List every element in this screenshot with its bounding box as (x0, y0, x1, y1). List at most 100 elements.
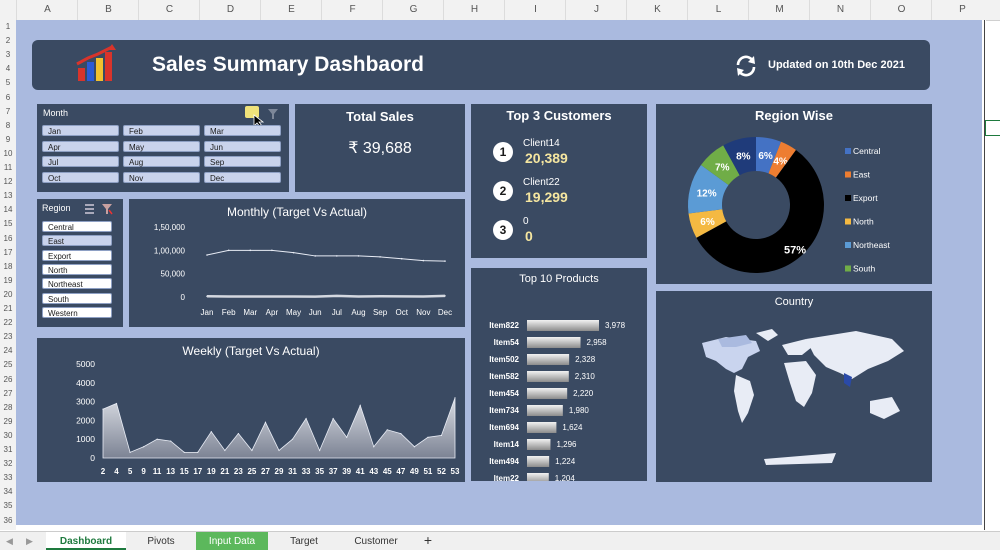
row-header-cell[interactable]: 10 (3, 148, 13, 158)
data-point (357, 255, 360, 257)
sheet-tab[interactable]: Target (290, 536, 318, 547)
column-header-cell[interactable]: C (138, 0, 200, 20)
month-slicer-item[interactable]: Jul (42, 156, 119, 167)
row-header-cell[interactable]: 25 (3, 360, 13, 370)
region-slicer-item[interactable]: Western (42, 306, 112, 318)
sheet-tab[interactable]: Pivots (147, 536, 175, 547)
region-slicer-item[interactable]: Northeast (42, 278, 112, 290)
row-header-cell[interactable]: 1 (5, 22, 11, 31)
multi-select-icon[interactable] (245, 106, 259, 118)
row-header-cell[interactable]: 9 (5, 134, 11, 144)
sheet-tab[interactable]: Dashboard (46, 532, 126, 550)
clear-filter-icon[interactable] (101, 203, 113, 215)
column-header-cell[interactable]: G (382, 0, 444, 20)
sheet-tab[interactable]: Customer (354, 536, 398, 547)
row-header-cell[interactable]: 32 (3, 459, 13, 469)
row-header-cell[interactable]: 30 (3, 430, 13, 440)
row-header-cell[interactable]: 3 (5, 50, 11, 60)
row-header-cell[interactable]: 33 (3, 473, 13, 483)
row-header-cell[interactable]: 35 (3, 501, 13, 511)
column-header-cell[interactable]: I (504, 0, 566, 20)
row-header-cell[interactable]: 34 (3, 487, 13, 497)
data-point (227, 249, 230, 252)
month-slicer-item[interactable]: Dec (204, 171, 281, 183)
row-header-cell[interactable]: 28 (3, 402, 13, 412)
row-header-cell[interactable]: 17 (3, 247, 13, 257)
month-slicer-item[interactable]: May (123, 140, 200, 152)
x-tick-label: 11 (153, 467, 162, 476)
month-slicer-item[interactable]: Aug (123, 156, 200, 167)
month-slicer-item[interactable]: Mar (204, 125, 281, 136)
month-slicer-item[interactable]: Feb (123, 125, 200, 136)
column-header-cell[interactable]: J (565, 0, 627, 20)
region-slicer-item[interactable]: North (42, 263, 112, 275)
row-header-cell[interactable]: 11 (3, 163, 13, 172)
sheet-tab[interactable]: Input Data (196, 532, 268, 550)
row-header-cell[interactable]: 24 (3, 346, 13, 356)
month-slicer-item[interactable]: Jan (42, 125, 119, 136)
region-slicer-item[interactable]: South (42, 292, 112, 304)
row-header-cell[interactable]: 36 (3, 515, 13, 525)
x-tick-label: 29 (275, 467, 284, 476)
column-header-cell[interactable]: F (321, 0, 383, 20)
legend-swatch (845, 242, 851, 248)
row-header-cell[interactable]: 20 (3, 289, 13, 299)
customer-name: 0 (523, 216, 529, 227)
column-header-cell[interactable]: E (260, 0, 322, 20)
row-header-cell[interactable]: 5 (5, 78, 11, 88)
month-slicer-item[interactable]: Nov (123, 171, 200, 183)
selected-cell[interactable] (985, 120, 1000, 136)
column-header-cell[interactable]: P (931, 0, 993, 20)
row-header-cell[interactable]: 19 (3, 275, 13, 285)
donut-slice (756, 137, 782, 174)
row-header-cell[interactable]: 31 (3, 445, 13, 454)
refresh-icon[interactable] (733, 53, 759, 79)
row-header-cell[interactable]: 18 (3, 261, 13, 271)
month-slicer-item[interactable]: Sep (204, 156, 281, 167)
month-slicer-item[interactable]: Apr (42, 140, 119, 152)
legend-swatch (845, 171, 851, 178)
column-header-cell[interactable]: D (199, 0, 261, 20)
worksheet[interactable]: Sales Summary Dashbaord Updated on 10th … (16, 20, 1000, 530)
scroll-left-icon[interactable]: ◀ (6, 536, 13, 546)
sheet-tab[interactable]: + (423, 532, 433, 548)
month-slicer-item[interactable]: Jun (204, 140, 281, 152)
x-tick-label: Jun (309, 308, 322, 317)
column-header-cell[interactable]: B (77, 0, 139, 20)
x-tick-label: 17 (193, 467, 202, 476)
scroll-right-icon[interactable]: ▶ (26, 536, 33, 546)
row-header-cell[interactable]: 22 (3, 318, 13, 328)
region-slicer-item[interactable]: Export (42, 249, 112, 261)
row-header-cell[interactable]: 23 (3, 332, 13, 342)
legend-label: North (853, 217, 874, 227)
row-header-cell[interactable]: 13 (3, 191, 13, 201)
product-bar (527, 371, 569, 382)
region-slicer-item[interactable]: East (42, 235, 112, 247)
row-header-cell[interactable]: 2 (5, 36, 11, 46)
column-header-cell[interactable]: O (870, 0, 932, 20)
month-slicer-item[interactable]: Oct (42, 171, 119, 183)
row-header-cell[interactable]: 21 (3, 304, 13, 313)
data-point (129, 451, 131, 453)
row-header-cell[interactable]: 12 (3, 177, 13, 187)
row-header-cell[interactable]: 8 (5, 120, 11, 130)
row-header-cell[interactable]: 16 (3, 233, 13, 243)
column-header-cell[interactable]: L (687, 0, 749, 20)
row-header-cell[interactable]: 26 (3, 374, 13, 384)
clear-filter-icon[interactable] (267, 108, 279, 120)
column-header-cell[interactable]: A (16, 0, 78, 20)
column-header-cell[interactable]: M (748, 0, 810, 20)
column-header-cell[interactable]: K (626, 0, 688, 20)
row-header-cell[interactable]: 4 (5, 64, 11, 74)
region-slicer-item[interactable]: Central (42, 221, 112, 232)
row-header-cell[interactable]: 27 (3, 388, 13, 398)
row-header-cell[interactable]: 14 (3, 205, 13, 215)
row-header-cell[interactable]: 6 (5, 92, 11, 102)
column-header-cell[interactable]: H (443, 0, 505, 20)
series-line (206, 294, 446, 298)
column-header-cell[interactable]: N (809, 0, 871, 20)
row-header-cell[interactable]: 29 (3, 416, 13, 426)
row-header-cell[interactable]: 15 (3, 219, 13, 229)
row-header-cell[interactable]: 7 (5, 106, 11, 116)
multi-select-icon[interactable] (82, 203, 94, 215)
